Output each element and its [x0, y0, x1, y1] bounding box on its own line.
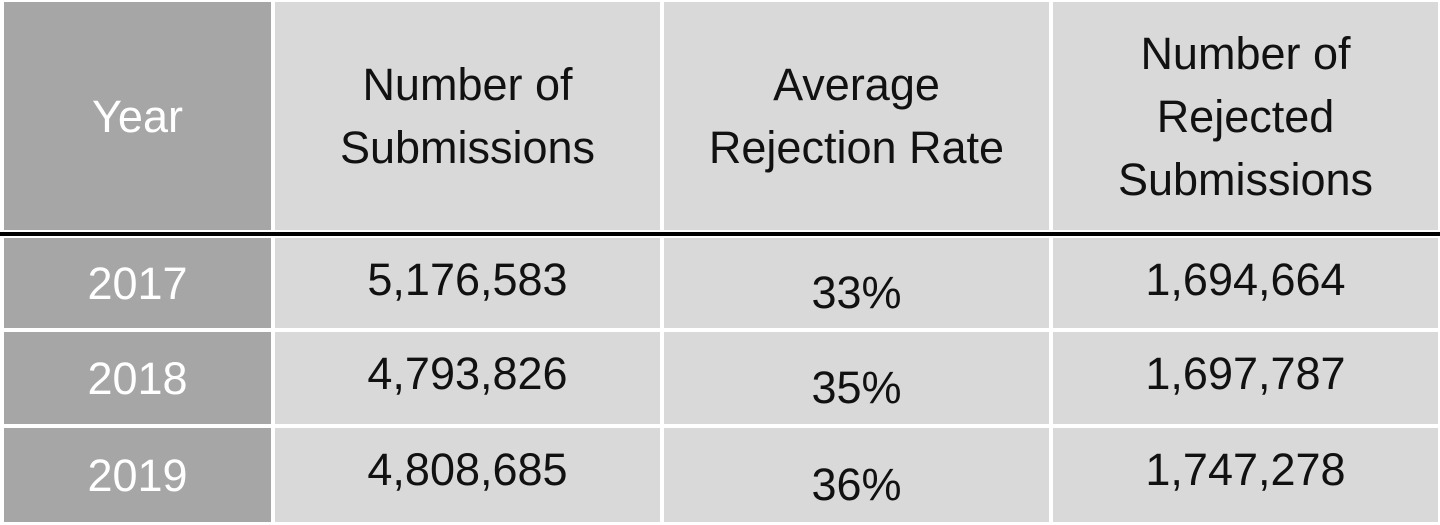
table-row-year: 2018 [4, 332, 271, 424]
rejection-rate-value: 36% [811, 458, 902, 510]
table-row-year: 2017 [4, 238, 271, 328]
table-cell-rejection-rate: 33% [664, 238, 1049, 328]
year-value: 2018 [87, 352, 188, 404]
table-row-year: 2019 [4, 428, 271, 522]
year-value: 2017 [87, 257, 188, 309]
table-cell-rejection-rate: 35% [664, 332, 1049, 424]
table-cell-submissions: 4,793,826 [275, 332, 660, 424]
rejected-value: 1,747,278 [1145, 444, 1346, 495]
submissions-value: 4,793,826 [367, 348, 568, 399]
header-submissions-label: Number of Submissions [339, 59, 596, 173]
header-submissions: Number of Submissions [275, 2, 660, 230]
header-rejected: Number of Rejected Submissions [1053, 2, 1438, 230]
table-cell-rejected: 1,697,787 [1053, 332, 1438, 424]
table-cell-submissions: 4,808,685 [275, 428, 660, 522]
submissions-value: 5,176,583 [367, 254, 568, 305]
table-cell-rejected: 1,694,664 [1053, 238, 1438, 328]
year-value: 2019 [87, 449, 188, 501]
table-cell-submissions: 5,176,583 [275, 238, 660, 328]
header-year-label: Year [92, 90, 183, 142]
rejection-rate-value: 33% [811, 266, 902, 318]
rejected-value: 1,694,664 [1145, 254, 1346, 305]
submissions-value: 4,808,685 [367, 444, 568, 495]
header-rejection-rate: Average Rejection Rate [664, 2, 1049, 230]
rejected-value: 1,697,787 [1145, 348, 1346, 399]
header-divider [0, 232, 1440, 236]
header-rejection-rate-label: Average Rejection Rate [708, 59, 1005, 173]
header-rejected-label: Number of Rejected Submissions [1117, 27, 1374, 205]
rejection-rate-value: 35% [811, 361, 902, 413]
table-cell-rejected: 1,747,278 [1053, 428, 1438, 522]
header-year: Year [4, 2, 271, 230]
table-cell-rejection-rate: 36% [664, 428, 1049, 522]
